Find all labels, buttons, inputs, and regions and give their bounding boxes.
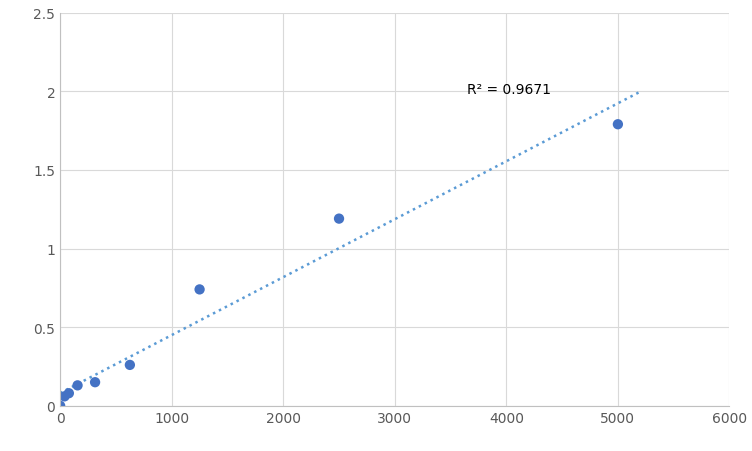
Text: R² = 0.9671: R² = 0.9671 [467, 83, 551, 97]
Point [63, 390, 75, 397]
Point [89, 379, 101, 386]
Point [333, 216, 345, 223]
Point [193, 286, 205, 293]
Point [54, 402, 66, 410]
Point [124, 362, 136, 369]
Point [612, 121, 624, 129]
Point [71, 382, 83, 389]
Point [59, 393, 71, 400]
